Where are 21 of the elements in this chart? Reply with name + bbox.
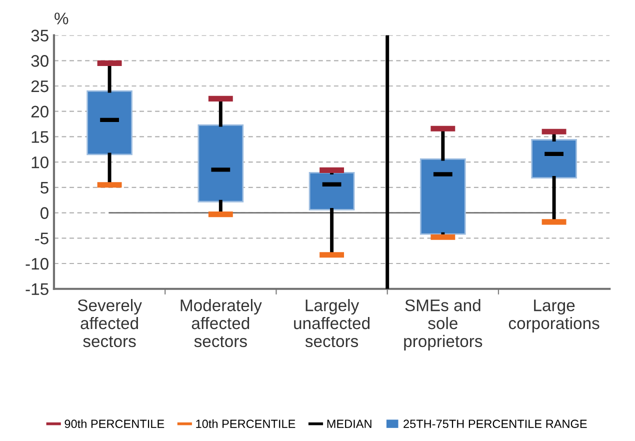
text: MEDIAN (327, 420, 372, 428)
text: 10th PERCENTILE (196, 419, 296, 428)
y-tick-label: 30 (31, 55, 48, 67)
x-tick-label: Largely unaffected sectors (294, 299, 370, 348)
y-tick-label: 10 (32, 156, 48, 168)
y-tick-label: 0 (40, 207, 48, 219)
y-tick-label: -10 (26, 258, 48, 270)
y-tick-label: 5 (40, 182, 48, 194)
text: 90th PERCENTILE (64, 419, 164, 428)
y-tick-label: 20 (31, 106, 48, 118)
x-tick-label: Severely affected sectors (78, 299, 142, 348)
y-tick-label: 15 (32, 131, 48, 143)
y-tick-label: -5 (35, 232, 48, 244)
y-tick-label: 25 (31, 80, 48, 92)
y-tick-label: 35 (31, 30, 48, 42)
legend-label: 25TH-75TH PERCENTILE RANGE (404, 420, 587, 428)
y-tick-label: -15 (26, 283, 48, 296)
x-tick-label: Moderately affected sectors (180, 299, 262, 348)
x-tick-label: Large corporations (508, 300, 600, 332)
x-tick-label: SMEs and sole proprietors (404, 299, 482, 350)
y-axis-title: % (54, 12, 68, 24)
